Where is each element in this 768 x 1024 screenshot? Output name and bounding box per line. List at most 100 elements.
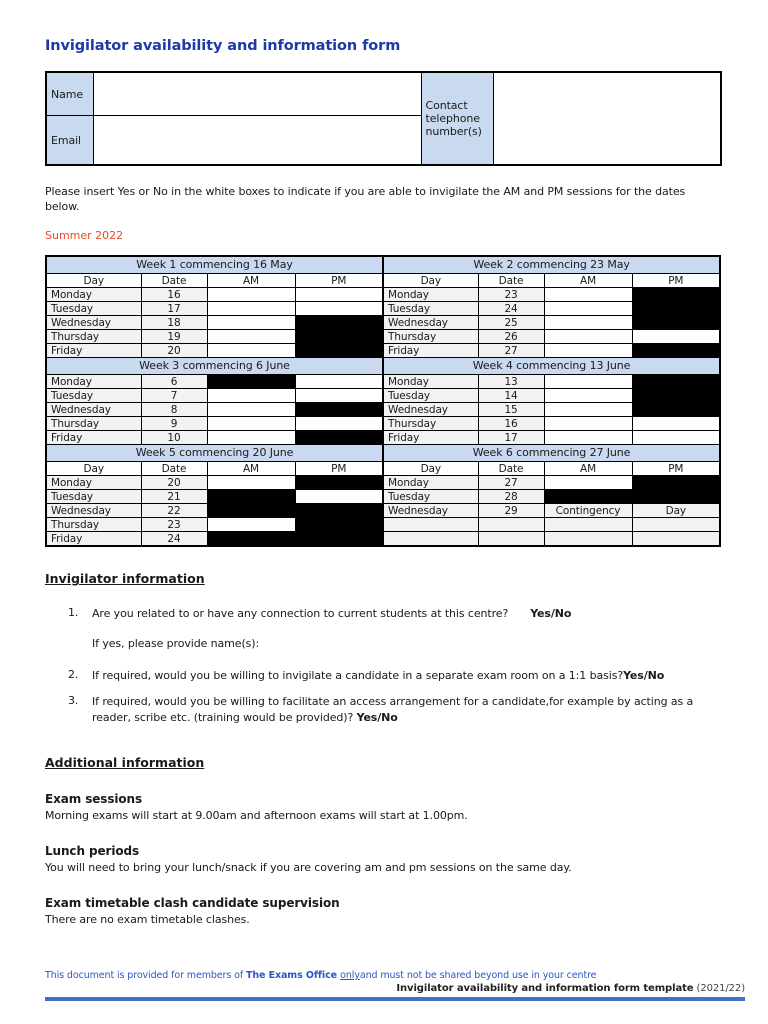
pm-blocked-cell xyxy=(294,531,384,547)
day-cell: Friday xyxy=(382,430,479,446)
date-cell: 13 xyxy=(477,374,545,390)
availability-table: Week 1 commencing 16 May Week 2 commencin… xyxy=(45,255,722,548)
contact-telephone-label: Contact telephone number(s) xyxy=(420,71,494,166)
question-2: 2. If required, would you be willing to … xyxy=(45,668,745,683)
am-availability-cell[interactable] xyxy=(543,402,633,418)
am-availability-cell[interactable] xyxy=(543,301,633,317)
email-input-cell[interactable] xyxy=(92,115,422,166)
am-availability-cell[interactable] xyxy=(543,374,633,390)
am-availability-cell[interactable] xyxy=(543,343,633,359)
column-header: PM xyxy=(631,461,721,477)
yes-no-answer: Yes/No xyxy=(623,668,665,682)
day-cell: Friday xyxy=(45,343,142,359)
column-header: AM xyxy=(206,461,296,477)
question-3: 3. If required, would you be willing to … xyxy=(45,694,745,725)
day-cell: Friday xyxy=(45,531,142,547)
day-cell: Tuesday xyxy=(382,388,479,404)
am-availability-cell[interactable] xyxy=(206,388,296,404)
week-header: Week 4 commencing 13 June xyxy=(382,357,721,376)
day-cell: Wednesday xyxy=(382,315,479,331)
day-cell: Thursday xyxy=(382,329,479,345)
day-cell: Tuesday xyxy=(45,301,142,317)
day-cell: Monday xyxy=(45,374,142,390)
date-cell: 10 xyxy=(140,430,208,446)
date-cell: 17 xyxy=(477,430,545,446)
am-availability-cell[interactable] xyxy=(206,343,296,359)
am-availability-cell[interactable] xyxy=(206,517,296,533)
pm-availability-cell[interactable] xyxy=(294,416,384,432)
date-cell: 7 xyxy=(140,388,208,404)
day-cell: Monday xyxy=(382,475,479,491)
date-cell: 21 xyxy=(140,489,208,505)
am-availability-cell[interactable] xyxy=(543,315,633,331)
name-input-cell[interactable] xyxy=(92,71,422,116)
am-availability-cell[interactable] xyxy=(543,287,633,303)
am-availability-cell[interactable] xyxy=(543,430,633,446)
week-header: Week 1 commencing 16 May xyxy=(45,255,384,275)
day-cell: Wednesday xyxy=(45,402,142,418)
date-cell: 27 xyxy=(477,343,545,359)
day-cell: Thursday xyxy=(45,329,142,345)
am-availability-cell[interactable] xyxy=(543,475,633,491)
pm-label-cell: Day xyxy=(631,503,721,519)
day-cell: Friday xyxy=(382,343,479,359)
footer-brand: The Exams Office xyxy=(245,969,341,981)
footer-template-title: Invigilator availability and information… xyxy=(396,982,694,994)
yes-no-answer: Yes/No xyxy=(530,607,572,621)
am-availability-cell[interactable] xyxy=(206,287,296,303)
pm-availability-cell[interactable] xyxy=(294,489,384,505)
pm-availability-cell[interactable] xyxy=(631,430,721,446)
footer-disclaimer: This document is provided for members of… xyxy=(45,970,745,981)
pm-blocked-cell xyxy=(631,388,721,404)
am-availability-cell[interactable] xyxy=(543,329,633,345)
pm-blocked-cell xyxy=(631,287,721,303)
am-blocked-cell xyxy=(206,374,296,390)
week-header: Week 5 commencing 20 June xyxy=(45,444,384,463)
question-number: 1. xyxy=(68,606,79,620)
name-label: Name xyxy=(45,71,94,116)
pm-blocked-cell xyxy=(294,343,384,359)
am-availability-cell[interactable] xyxy=(543,416,633,432)
column-header: PM xyxy=(294,273,384,289)
am-availability-cell[interactable] xyxy=(206,315,296,331)
day-cell: Wednesday xyxy=(45,503,142,519)
pm-availability-cell[interactable] xyxy=(294,301,384,317)
am-availability-cell[interactable] xyxy=(206,301,296,317)
pm-availability-cell[interactable] xyxy=(294,374,384,390)
document-page: Invigilator availability and information… xyxy=(45,38,745,1001)
date-cell: 23 xyxy=(477,287,545,303)
date-cell: 27 xyxy=(477,475,545,491)
am-availability-cell[interactable] xyxy=(206,329,296,345)
column-header: Day xyxy=(45,273,142,289)
pm-availability-cell[interactable] xyxy=(631,329,721,345)
day-cell: Tuesday xyxy=(382,301,479,317)
pm-empty-cell xyxy=(631,531,721,547)
am-availability-cell[interactable] xyxy=(206,475,296,491)
contact-telephone-input-cell[interactable] xyxy=(492,71,722,166)
day-cell: Thursday xyxy=(45,416,142,432)
am-availability-cell[interactable] xyxy=(206,416,296,432)
am-availability-cell[interactable] xyxy=(206,430,296,446)
column-header: Date xyxy=(477,461,545,477)
am-availability-cell[interactable] xyxy=(543,388,633,404)
date-cell: 18 xyxy=(140,315,208,331)
day-cell: Monday xyxy=(45,475,142,491)
date-cell: 14 xyxy=(477,388,545,404)
pm-blocked-cell xyxy=(294,329,384,345)
day-cell: Tuesday xyxy=(45,388,142,404)
pm-availability-cell[interactable] xyxy=(631,416,721,432)
pm-availability-cell[interactable] xyxy=(294,388,384,404)
column-header: Day xyxy=(382,273,479,289)
exam-sessions-text: Morning exams will start at 9.00am and a… xyxy=(45,808,468,822)
page-title: Invigilator availability and information… xyxy=(45,38,401,54)
pm-blocked-cell xyxy=(631,315,721,331)
am-blocked-cell xyxy=(206,531,296,547)
footer-rule xyxy=(45,996,745,1001)
pm-blocked-cell xyxy=(294,315,384,331)
date-cell: 20 xyxy=(140,475,208,491)
day-cell: Monday xyxy=(382,374,479,390)
date-cell: 6 xyxy=(140,374,208,390)
column-header: AM xyxy=(543,461,633,477)
am-availability-cell[interactable] xyxy=(206,402,296,418)
pm-availability-cell[interactable] xyxy=(294,287,384,303)
